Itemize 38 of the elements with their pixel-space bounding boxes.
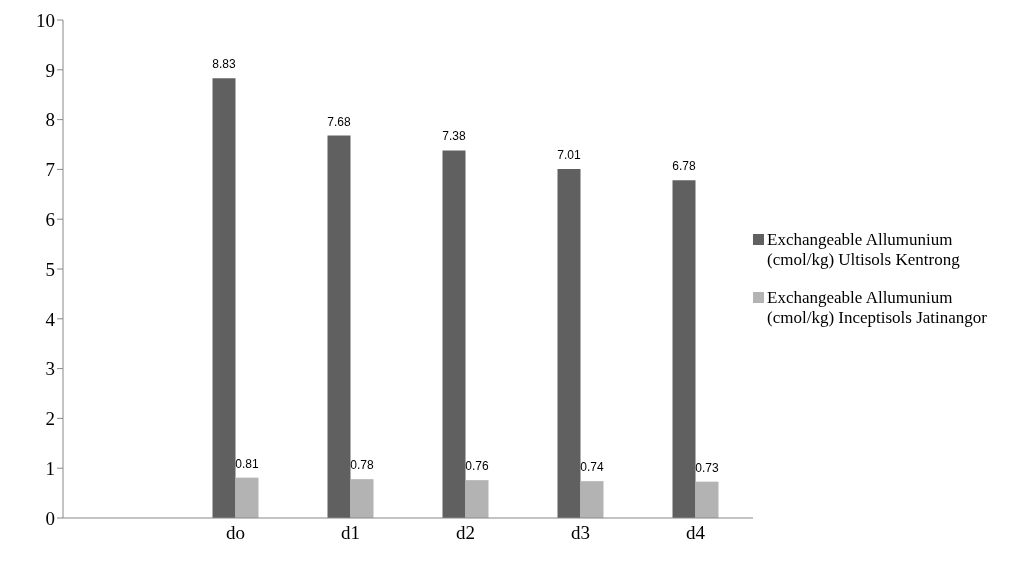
bar	[235, 477, 259, 518]
bar	[672, 180, 696, 518]
y-tick-label: 1	[45, 457, 55, 479]
y-tick-label: 8	[45, 109, 55, 131]
bar	[695, 481, 719, 518]
data-label: 0.78	[350, 458, 374, 473]
bar	[557, 168, 581, 518]
x-tick-label: do	[226, 522, 245, 544]
bar	[442, 150, 466, 518]
y-tick-label: 0	[45, 507, 55, 529]
bar	[580, 481, 604, 518]
x-tick-label: d4	[686, 522, 706, 544]
y-tick-label: 2	[45, 408, 55, 430]
x-tick-label: d1	[341, 522, 360, 544]
data-label: 7.01	[557, 147, 581, 162]
data-label: 0.81	[235, 456, 259, 471]
y-tick-label: 9	[45, 59, 55, 81]
y-tick-label: 5	[45, 258, 55, 280]
data-label: 6.78	[672, 159, 696, 174]
x-tick-label: d3	[571, 522, 590, 544]
y-tick-label: 7	[45, 159, 55, 181]
bar	[465, 480, 489, 518]
data-label: 0.73	[695, 460, 719, 475]
bar	[212, 78, 236, 518]
y-tick-label: 4	[45, 308, 56, 330]
y-tick-label: 3	[45, 358, 55, 380]
y-tick-label: 6	[45, 208, 55, 230]
data-label: 7.68	[327, 114, 351, 129]
x-tick-label: d2	[456, 522, 475, 544]
data-label: 0.76	[465, 459, 489, 474]
data-label: 8.83	[212, 57, 236, 72]
legend-label: Exchangeable Allumunium (cmol/kg) Ultisols Kentrong	[767, 230, 961, 270]
data-label: 0.74	[580, 460, 604, 475]
y-tick-label: 10	[36, 9, 55, 31]
data-label: 7.38	[442, 129, 466, 144]
legend-label: Exchangeable Allumunium (cmol/kg) Inceptisols Jatinangor	[767, 288, 988, 328]
bar	[350, 479, 374, 518]
bar	[327, 135, 351, 518]
